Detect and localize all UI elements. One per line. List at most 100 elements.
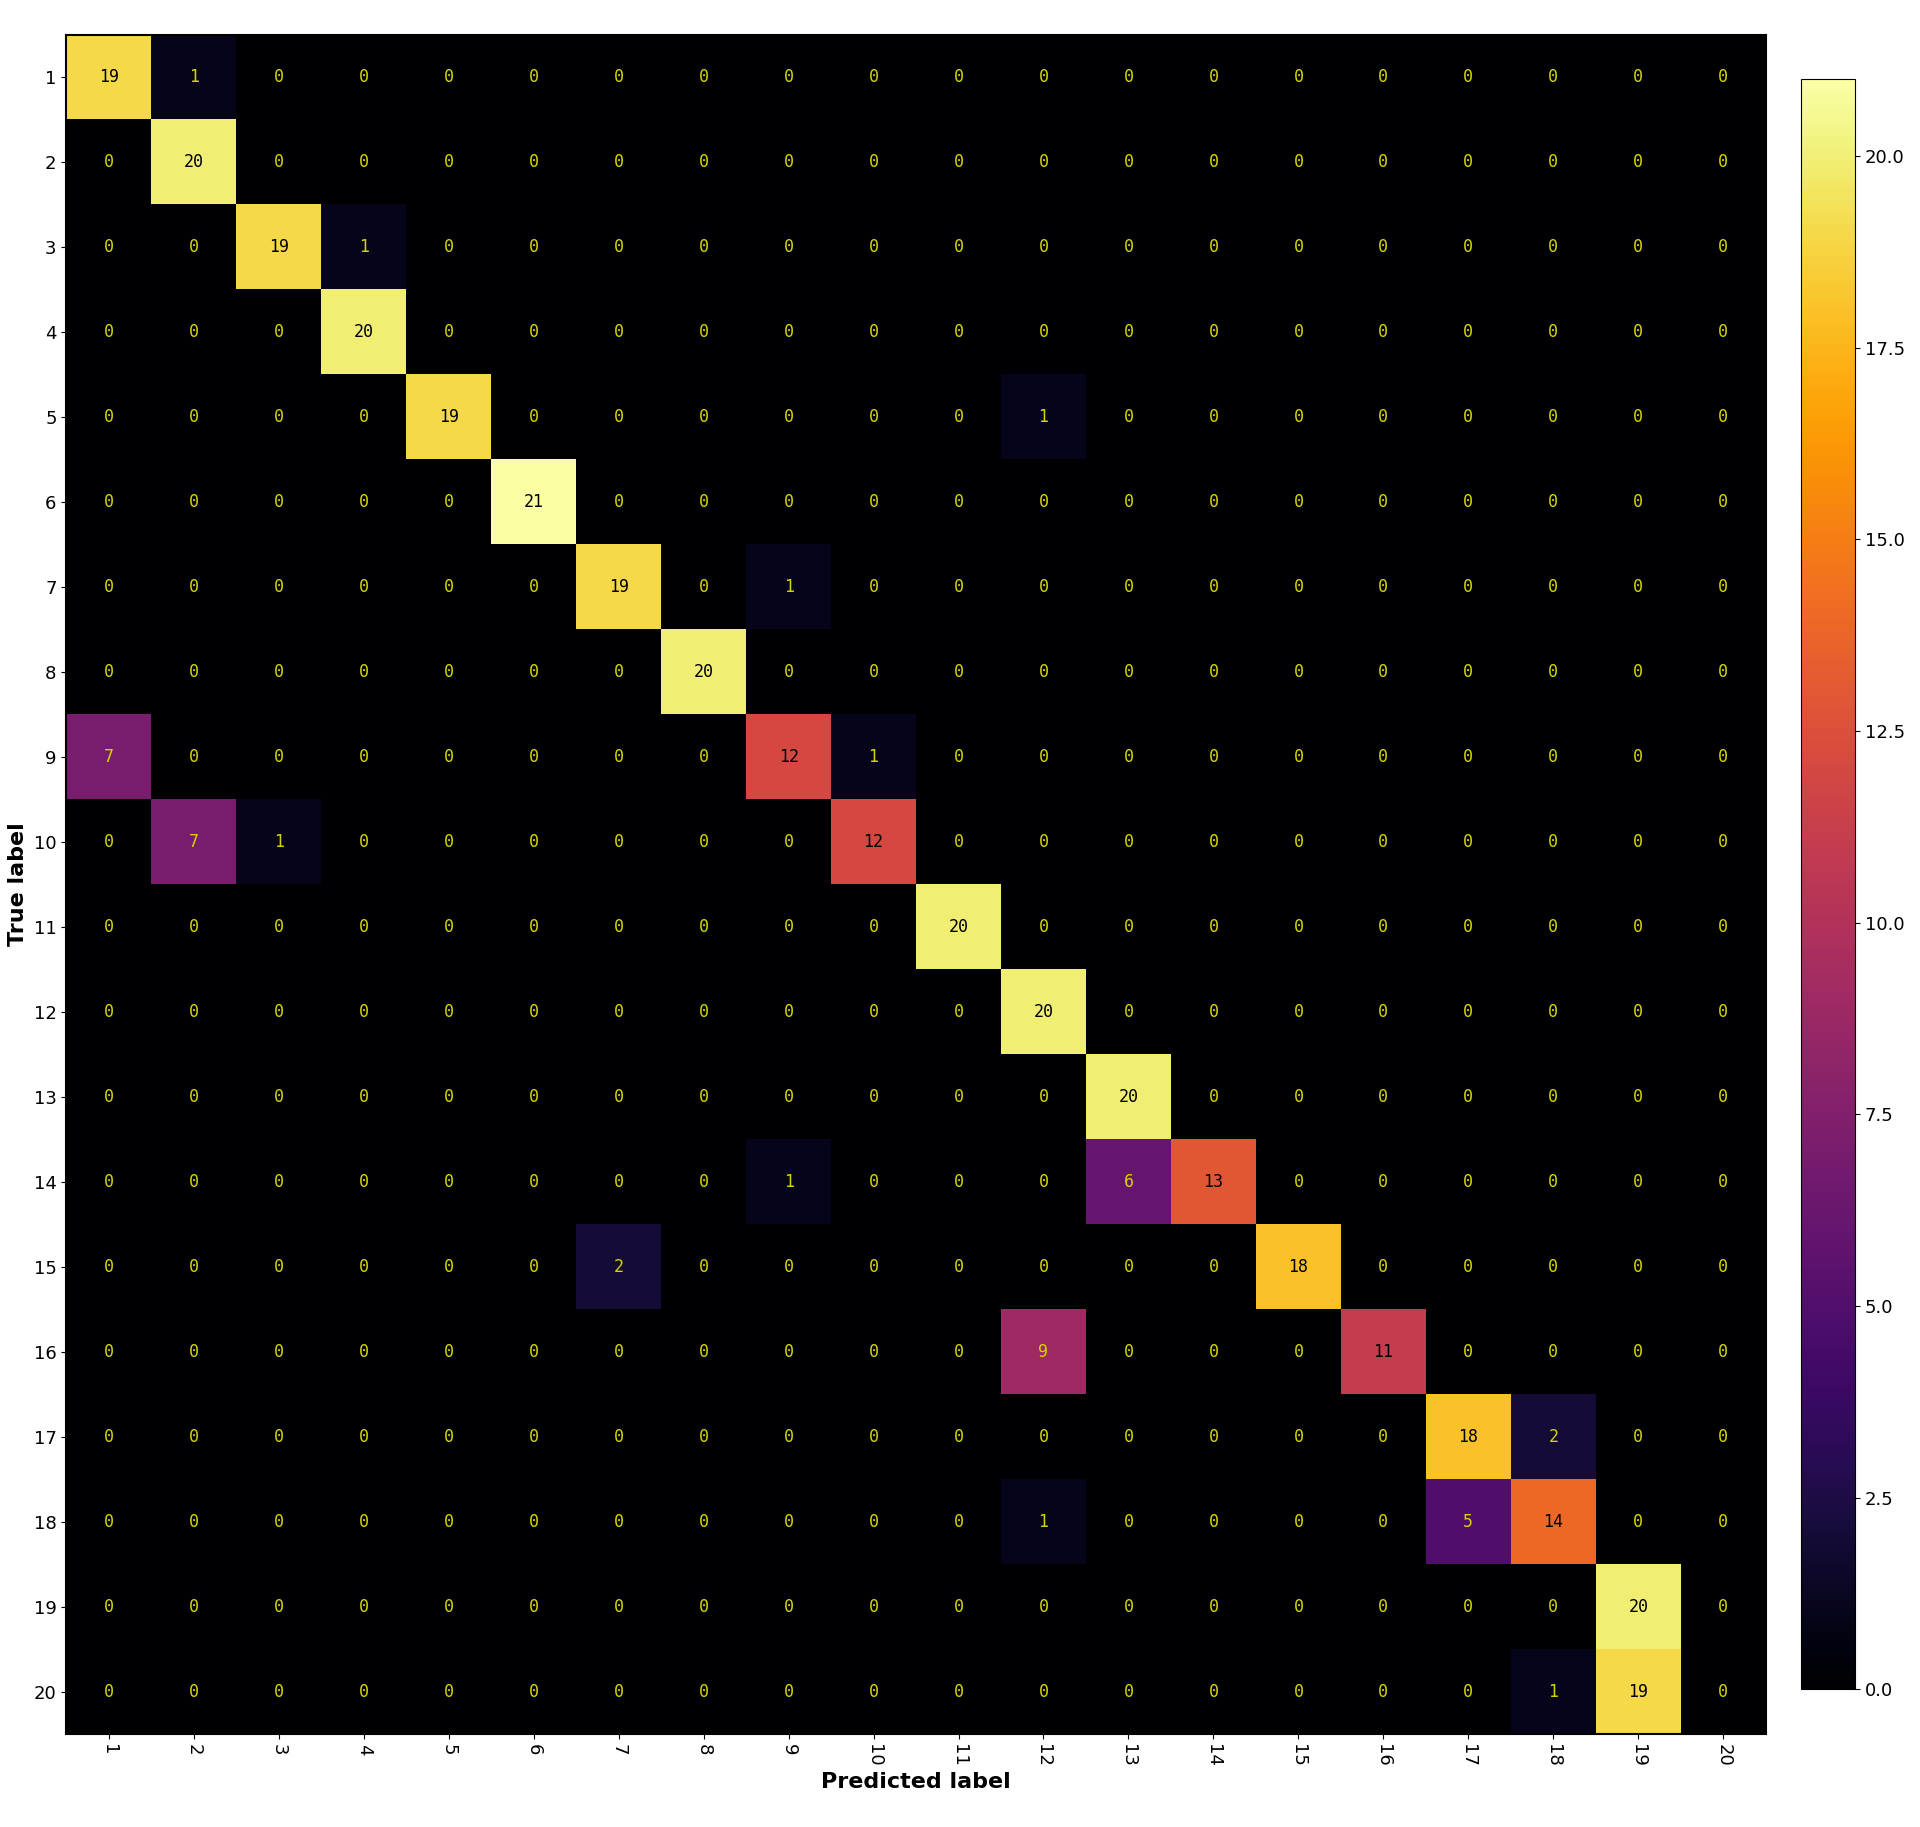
- Text: 0: 0: [868, 68, 879, 86]
- Text: 0: 0: [1123, 153, 1133, 172]
- Text: 0: 0: [528, 577, 540, 596]
- Text: 1: 1: [783, 1173, 793, 1191]
- Text: 0: 0: [699, 238, 708, 256]
- Text: 0: 0: [614, 493, 624, 512]
- Text: 0: 0: [275, 1087, 284, 1105]
- Y-axis label: True label: True label: [8, 822, 29, 946]
- Text: 0: 0: [1463, 407, 1473, 426]
- Text: 0: 0: [614, 407, 624, 426]
- Text: 0: 0: [1548, 1597, 1559, 1615]
- Text: 0: 0: [528, 917, 540, 935]
- Text: 0: 0: [1039, 917, 1048, 935]
- Text: 0: 0: [1123, 577, 1133, 596]
- Text: 0: 0: [1379, 1597, 1388, 1615]
- Text: 0: 0: [104, 1683, 113, 1701]
- Text: 0: 0: [1294, 407, 1304, 426]
- Text: 0: 0: [444, 577, 453, 596]
- Text: 0: 0: [104, 493, 113, 512]
- Text: 0: 0: [783, 917, 793, 935]
- Text: 0: 0: [1294, 833, 1304, 851]
- Text: 0: 0: [614, 833, 624, 851]
- Text: 0: 0: [1463, 1597, 1473, 1615]
- Text: 0: 0: [1039, 1683, 1048, 1701]
- Text: 0: 0: [614, 1683, 624, 1701]
- Text: 0: 0: [1634, 663, 1644, 681]
- Text: 0: 0: [868, 1087, 879, 1105]
- Text: 0: 0: [1208, 1513, 1219, 1531]
- Text: 0: 0: [1208, 1597, 1219, 1615]
- Text: 0: 0: [359, 153, 369, 172]
- Text: 0: 0: [1463, 493, 1473, 512]
- Text: 1: 1: [868, 747, 879, 766]
- Text: 0: 0: [868, 917, 879, 935]
- Text: 0: 0: [783, 1257, 793, 1275]
- Text: 0: 0: [444, 1173, 453, 1191]
- Text: 0: 0: [528, 1257, 540, 1275]
- Text: 0: 0: [954, 833, 964, 851]
- Text: 0: 0: [783, 1427, 793, 1445]
- Text: 0: 0: [1463, 747, 1473, 766]
- Text: 0: 0: [699, 1173, 708, 1191]
- Text: 0: 0: [275, 1003, 284, 1021]
- Text: 12: 12: [864, 833, 883, 851]
- Text: 0: 0: [954, 407, 964, 426]
- Text: 0: 0: [104, 1513, 113, 1531]
- Text: 0: 0: [1718, 1173, 1728, 1191]
- Text: 0: 0: [188, 1427, 200, 1445]
- Text: 0: 0: [188, 663, 200, 681]
- Text: 0: 0: [1463, 238, 1473, 256]
- Text: 0: 0: [1548, 747, 1559, 766]
- Text: 0: 0: [528, 747, 540, 766]
- Text: 0: 0: [104, 833, 113, 851]
- Text: 0: 0: [104, 407, 113, 426]
- Text: 0: 0: [359, 917, 369, 935]
- Text: 0: 0: [614, 238, 624, 256]
- Text: 0: 0: [1208, 238, 1219, 256]
- Text: 1: 1: [275, 833, 284, 851]
- Text: 19: 19: [269, 238, 288, 256]
- Text: 20: 20: [693, 663, 714, 681]
- Text: 0: 0: [359, 1173, 369, 1191]
- Text: 0: 0: [1463, 663, 1473, 681]
- Text: 0: 0: [359, 407, 369, 426]
- Text: 11: 11: [1373, 1343, 1394, 1361]
- Text: 0: 0: [1718, 153, 1728, 172]
- Text: 0: 0: [1463, 917, 1473, 935]
- Text: 0: 0: [1548, 323, 1559, 342]
- Text: 0: 0: [1634, 1343, 1644, 1361]
- Text: 0: 0: [104, 323, 113, 342]
- Text: 0: 0: [1718, 663, 1728, 681]
- Text: 0: 0: [444, 663, 453, 681]
- Text: 0: 0: [444, 1427, 453, 1445]
- Text: 0: 0: [1123, 1257, 1133, 1275]
- Text: 0: 0: [275, 1173, 284, 1191]
- Text: 0: 0: [1208, 493, 1219, 512]
- Text: 0: 0: [614, 323, 624, 342]
- Text: 0: 0: [614, 917, 624, 935]
- Text: 0: 0: [1718, 1087, 1728, 1105]
- Text: 0: 0: [614, 153, 624, 172]
- Text: 1: 1: [1039, 1513, 1048, 1531]
- Text: 0: 0: [1548, 917, 1559, 935]
- Text: 0: 0: [699, 1683, 708, 1701]
- Text: 0: 0: [954, 577, 964, 596]
- Text: 0: 0: [1039, 1087, 1048, 1105]
- Text: 0: 0: [1039, 238, 1048, 256]
- Text: 0: 0: [1718, 323, 1728, 342]
- Text: 0: 0: [699, 1003, 708, 1021]
- Text: 19: 19: [1628, 1683, 1647, 1701]
- Text: 0: 0: [275, 153, 284, 172]
- Text: 0: 0: [1634, 238, 1644, 256]
- Text: 0: 0: [699, 1257, 708, 1275]
- Text: 1: 1: [1548, 1683, 1559, 1701]
- Text: 0: 0: [444, 153, 453, 172]
- Text: 0: 0: [699, 833, 708, 851]
- Text: 0: 0: [1294, 153, 1304, 172]
- Text: 0: 0: [188, 1597, 200, 1615]
- Text: 0: 0: [275, 407, 284, 426]
- Text: 0: 0: [275, 1427, 284, 1445]
- Text: 0: 0: [528, 833, 540, 851]
- Text: 0: 0: [868, 238, 879, 256]
- Text: 0: 0: [783, 323, 793, 342]
- Text: 0: 0: [104, 153, 113, 172]
